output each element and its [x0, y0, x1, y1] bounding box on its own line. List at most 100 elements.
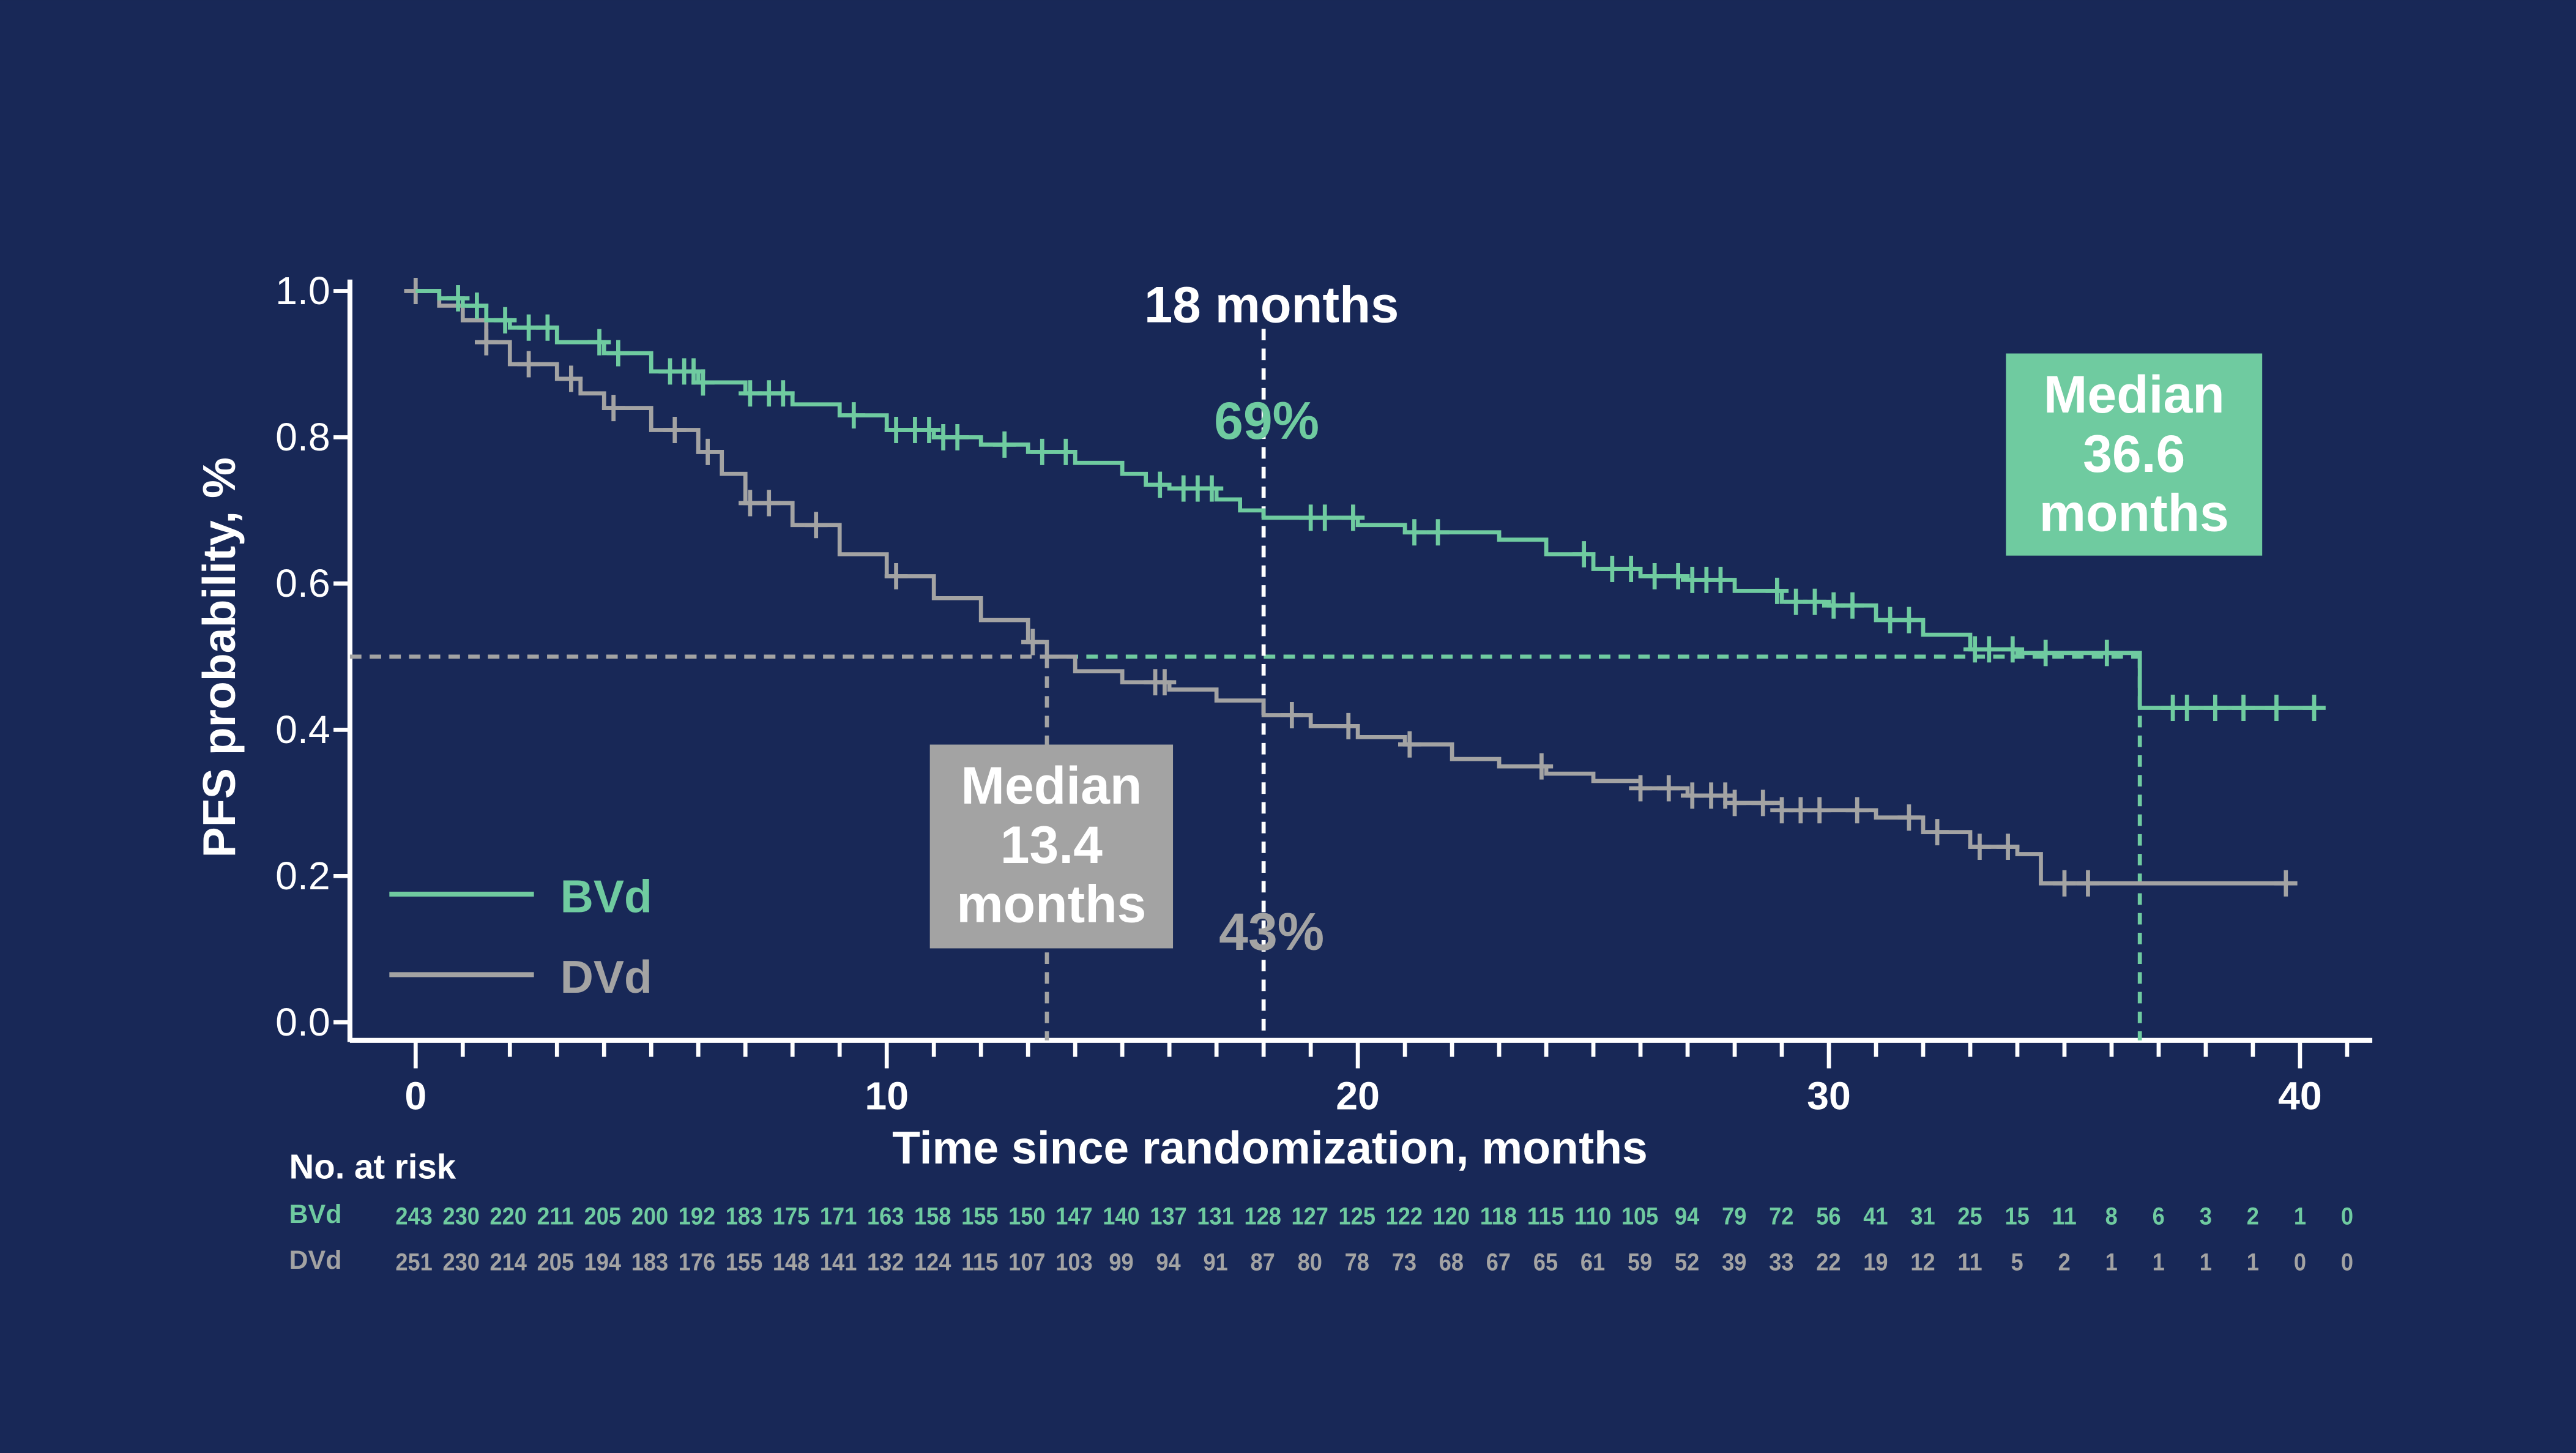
dvd-censor-mark — [1996, 834, 2020, 861]
dvd-censor-mark — [804, 512, 828, 539]
risk-value-bvd: 125 — [1339, 1203, 1375, 1230]
dvd-censor-mark — [696, 438, 720, 465]
risk-value-dvd: 251 — [395, 1249, 432, 1276]
risk-value-dvd: 1 — [2153, 1249, 2165, 1276]
risk-value-bvd: 183 — [726, 1203, 762, 1230]
bvd-censor-mark — [1572, 541, 1596, 568]
risk-value-dvd: 67 — [1486, 1249, 1511, 1276]
y-tick-label: 0.8 — [275, 415, 330, 459]
y-tick-label: 0.2 — [275, 854, 330, 898]
risk-value-dvd: 1 — [2105, 1249, 2118, 1276]
bvd-censor-mark — [1841, 592, 1864, 619]
dvd-censor-mark — [517, 351, 540, 378]
risk-value-dvd: 155 — [726, 1249, 762, 1276]
risk-value-bvd: 72 — [1769, 1203, 1793, 1230]
bvd-censor-mark — [1313, 504, 1337, 531]
risk-value-dvd: 141 — [820, 1249, 857, 1276]
risk-value-dvd: 94 — [1156, 1249, 1181, 1276]
risk-value-bvd: 171 — [820, 1203, 857, 1230]
risk-value-dvd: 68 — [1439, 1249, 1464, 1276]
risk-value-bvd: 94 — [1675, 1203, 1700, 1230]
dvd-censor-mark — [1280, 701, 1304, 728]
risk-value-bvd: 122 — [1386, 1203, 1423, 1230]
dvd-median-line1: Median — [961, 756, 1142, 815]
risk-value-bvd: 118 — [1480, 1203, 1517, 1230]
bvd-censor-mark — [1426, 519, 1450, 546]
bvd-censor-mark — [1402, 519, 1426, 546]
bvd-censor-mark — [2265, 695, 2288, 722]
risk-value-dvd: 176 — [679, 1249, 715, 1276]
risk-value-dvd: 73 — [1392, 1249, 1416, 1276]
risk-table-title: No. at risk — [289, 1147, 456, 1186]
y-tick-label: 1.0 — [275, 269, 330, 313]
dvd-median-box: Median 13.4 months — [929, 744, 1174, 949]
risk-value-bvd: 205 — [584, 1203, 621, 1230]
risk-value-bvd: 158 — [914, 1203, 951, 1230]
bvd-censor-mark — [945, 424, 969, 450]
risk-value-bvd: 128 — [1244, 1203, 1281, 1230]
x-tick-label: 30 — [1807, 1074, 1851, 1118]
dvd-censor-mark — [1807, 797, 1831, 824]
dvd-censor-mark — [1530, 753, 1554, 780]
risk-value-bvd: 220 — [490, 1203, 527, 1230]
bvd-censor-mark — [1643, 562, 1666, 589]
risk-value-bvd: 115 — [1527, 1203, 1564, 1230]
risk-value-bvd: 41 — [1863, 1203, 1888, 1230]
risk-value-dvd: 103 — [1055, 1249, 1092, 1276]
y-tick-label: 0.6 — [275, 561, 330, 605]
risk-value-bvd: 56 — [1816, 1203, 1841, 1230]
risk-value-dvd: 194 — [584, 1249, 622, 1276]
dvd-censor-mark — [1845, 797, 1869, 824]
x-axis-label: Time since randomization, months — [892, 1122, 1648, 1173]
bvd-censor-mark — [536, 314, 559, 341]
risk-value-dvd: 33 — [1769, 1249, 1793, 1276]
dvd-censor-mark — [1723, 790, 1746, 816]
risk-value-bvd: 15 — [2005, 1203, 2029, 1230]
risk-value-bvd: 175 — [773, 1203, 810, 1230]
landmark-label: 18 months — [1144, 277, 1399, 334]
risk-value-dvd: 2 — [2058, 1249, 2071, 1276]
bvd-median-line3: months — [2039, 484, 2229, 542]
legend-dvd-label: DVd — [560, 951, 652, 1003]
risk-value-bvd: 31 — [1910, 1203, 1935, 1230]
risk-value-dvd: 5 — [2011, 1249, 2023, 1276]
risk-value-bvd: 2 — [2247, 1203, 2259, 1230]
dvd-censor-mark — [1021, 629, 1044, 656]
dvd-censor-mark — [601, 395, 625, 422]
bvd-censor-mark — [2232, 695, 2255, 722]
bvd-censor-mark — [1803, 588, 1826, 615]
risk-value-dvd: 52 — [1675, 1249, 1699, 1276]
x-tick-label: 40 — [2278, 1074, 2322, 1118]
risk-value-dvd: 65 — [1533, 1249, 1558, 1276]
dvd-censor-mark — [2076, 870, 2100, 897]
dvd-censor-mark — [1657, 775, 1681, 802]
y-tick-label: 0.0 — [275, 1000, 330, 1044]
bvd-median-value: 36.6 — [2083, 425, 2185, 484]
risk-value-bvd: 192 — [679, 1203, 715, 1230]
bvd-censor-mark — [2034, 640, 2057, 667]
bvd-median-box: Median 36.6 months — [2006, 353, 2263, 556]
dvd-censor-mark — [2274, 870, 2298, 897]
risk-value-dvd: 148 — [773, 1249, 810, 1276]
dvd-censor-mark — [884, 562, 908, 589]
bvd-censor-mark — [1666, 562, 1690, 589]
risk-value-bvd: 8 — [2105, 1203, 2118, 1230]
x-tick-label: 20 — [1336, 1074, 1380, 1118]
dvd-censor-mark — [474, 329, 498, 356]
bvd-censor-mark — [1148, 471, 1172, 498]
bvd-censor-mark — [1977, 636, 2001, 663]
risk-value-bvd: 131 — [1197, 1203, 1234, 1230]
risk-value-dvd: 61 — [1580, 1249, 1605, 1276]
risk-value-dvd: 132 — [867, 1249, 904, 1276]
risk-value-dvd: 19 — [1863, 1249, 1888, 1276]
risk-value-bvd: 140 — [1103, 1203, 1139, 1230]
x-tick-label: 0 — [404, 1074, 426, 1118]
y-tick-label: 0.4 — [275, 708, 330, 752]
dvd-censor-mark — [757, 490, 781, 517]
bvd-landmark-value: 69% — [1214, 392, 1319, 450]
bvd-censor-mark — [1709, 566, 1732, 593]
risk-value-bvd: 110 — [1574, 1203, 1611, 1230]
risk-value-dvd: 22 — [1816, 1249, 1841, 1276]
